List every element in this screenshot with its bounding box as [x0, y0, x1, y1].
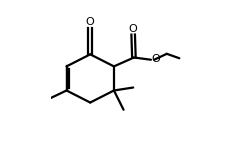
Text: O: O — [129, 24, 138, 34]
Text: O: O — [152, 54, 160, 64]
Text: O: O — [86, 17, 94, 27]
